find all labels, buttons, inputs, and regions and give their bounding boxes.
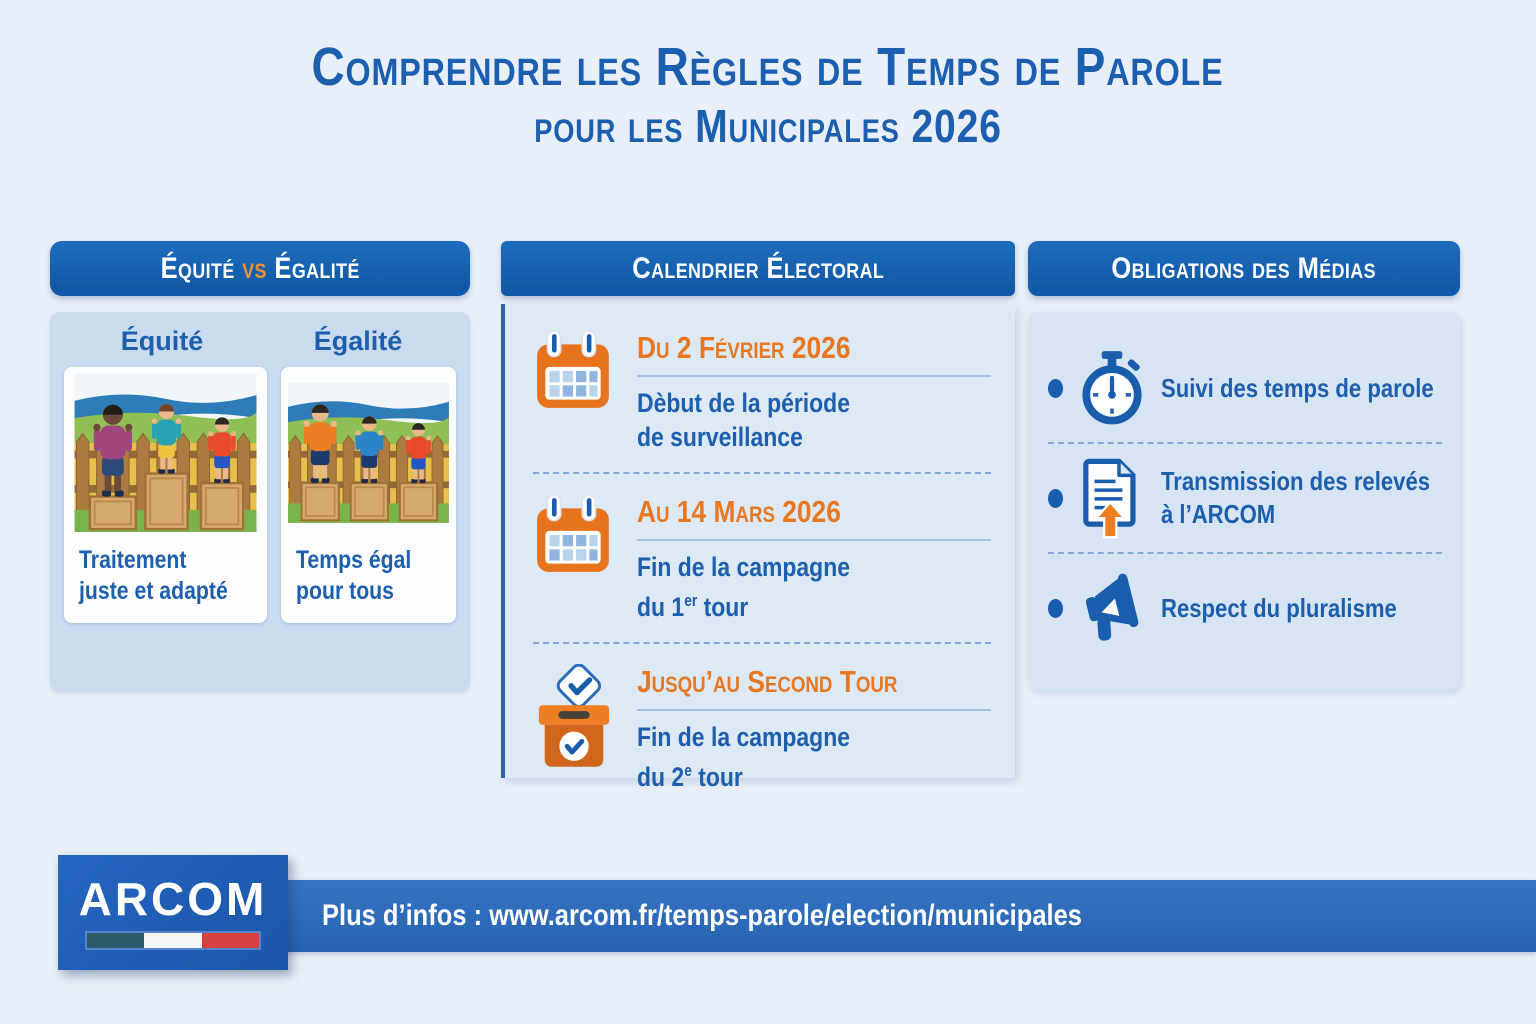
calendar-item-2-body: Fin de la campagne du 1er tour [637, 550, 991, 624]
tour1-pre: du 1 [637, 592, 685, 622]
obligation-item-2-line1: Transmission des relevés [1161, 466, 1431, 496]
tour1-sup: er [684, 592, 698, 610]
equity-caption: Traitement juste et adapté [71, 532, 260, 616]
column-calendrier-electoral: Calendrier Électoral [501, 241, 1015, 792]
calendar-header-text: Calendrier Électoral [632, 251, 884, 285]
calendar-column-header: Calendrier Électoral [501, 241, 1015, 296]
tour2-post: tour [691, 762, 743, 792]
ballot-box-icon [533, 663, 615, 773]
obligations-column-header: Obligations des Médias [1028, 241, 1460, 296]
equity-cards-row: Traitement juste et adapté [64, 367, 456, 623]
calendar-item-2-body-line2: du 1er tour [637, 584, 748, 624]
calendar-item-1-body-line2: de surveillance [637, 422, 803, 452]
tour2-sup: e [684, 762, 692, 780]
calendar-icon [533, 330, 615, 419]
equity-header-right: Égalité [274, 251, 360, 285]
calendar-item-3-text: Jusqu’au Second Tour Fin de la campagne … [637, 664, 991, 794]
tour1-post: tour [697, 592, 749, 622]
calendar-item-2-date-text: Au 14 Mars 2026 [637, 494, 841, 529]
obligation-item-3-text: Respect du pluralisme [1161, 592, 1438, 625]
equity-card: Traitement juste et adapté [64, 367, 268, 623]
calendar-item-3-body-line2: du 2e tour [637, 754, 743, 794]
obligation-item-2: Transmission des relevés à l’ARCOM [1048, 452, 1442, 544]
page-title-line1: Comprendre les Règles de Temps de Parole [0, 36, 1536, 98]
equity-column-header: Équité vs Égalité [50, 241, 470, 296]
arcom-logo-text: ARCOM [78, 872, 268, 925]
calendar-item-2-body-line1: Fin de la campagne [637, 552, 850, 582]
egalite-label: Égalité [313, 326, 403, 356]
bullet-dot-icon [1048, 598, 1063, 618]
calendar-item-1-body-line1: Dèbut de la période [637, 388, 850, 418]
equity-caption-line1: Traitement [79, 546, 187, 574]
calendar-item-3-body: Fin de la campagne du 2e tour [637, 720, 991, 794]
equity-header-left: Équité [160, 251, 235, 285]
obligation-item-1: Suivi des temps de parole [1048, 342, 1442, 434]
french-flag-bar [85, 930, 261, 950]
equity-panel: Équité Égalité [50, 312, 470, 692]
calendar-icon [533, 494, 615, 583]
egalite-caption-line1: Temps égal [296, 546, 412, 574]
document-upload-icon [1076, 457, 1148, 539]
calendar-panel: Du 2 Février 2026 Dèbut de la période de… [501, 304, 1015, 792]
obligation-item-3-line1: Respect du pluralisme [1161, 592, 1397, 623]
arcom-logo: ARCOM [58, 855, 288, 970]
calendar-item-1-date-text: Du 2 Février 2026 [637, 330, 851, 365]
footer-banner: Plus d’infos : www.arcom.fr/temps-parole… [258, 880, 1536, 952]
calendar-item-1-text: Du 2 Février 2026 Dèbut de la période de… [637, 330, 991, 454]
tour2-pre: du 2 [637, 762, 685, 792]
dashed-separator [533, 642, 991, 644]
page-title-line1-text: Comprendre les Règles de Temps de Parole [311, 37, 1225, 97]
egalite-caption: Temps égal pour tous [288, 532, 449, 616]
egalite-illustration [288, 382, 449, 524]
calendar-item-3-body-line1: Fin de la campagne [637, 722, 850, 752]
obligation-item-1-line1: Suivi des temps de parole [1161, 372, 1434, 403]
obligation-item-2-text: Transmission des relevés à l’ARCOM [1161, 465, 1478, 531]
calendar-item-1-body: Dèbut de la période de surveillance [637, 386, 991, 454]
egalite-card: Temps égal pour tous [281, 367, 456, 623]
calendar-item-3: Jusqu’au Second Tour Fin de la campagne … [533, 663, 991, 794]
bullet-dot-icon [1048, 378, 1063, 398]
equity-illustration [74, 374, 257, 532]
page-title-line2-text: pour les Municipales 2026 [534, 100, 1002, 152]
megaphone-icon [1076, 572, 1148, 644]
calendar-item-3-date: Jusqu’au Second Tour [637, 664, 991, 711]
dashed-separator [1048, 552, 1442, 554]
equity-header-vs: vs [242, 251, 267, 285]
calendar-item-3-date-text: Jusqu’au Second Tour [637, 664, 898, 699]
equity-labels-row: Équité Égalité [64, 322, 456, 367]
column-obligations-medias: Obligations des Médias [1028, 241, 1460, 690]
calendar-item-1: Du 2 Février 2026 Dèbut de la période de… [533, 330, 991, 454]
calendar-item-2-date: Au 14 Mars 2026 [637, 494, 991, 541]
page-title: Comprendre les Règles de Temps de Parole… [0, 36, 1536, 154]
flag-red-segment [201, 932, 259, 948]
stopwatch-icon [1076, 350, 1148, 426]
equity-caption-line2: juste et adapté [79, 577, 228, 605]
obligations-panel: Suivi des temps de parole [1028, 312, 1460, 690]
flag-blue-segment [87, 932, 145, 948]
egalite-caption-line2: pour tous [296, 577, 395, 605]
obligation-item-2-line2: à l’ARCOM [1161, 499, 1276, 529]
dashed-separator [1048, 442, 1442, 444]
obligations-header-text: Obligations des Médias [1111, 251, 1377, 285]
flag-white-segment [144, 932, 202, 948]
crates-equal [300, 482, 439, 522]
calendar-item-1-date: Du 2 Février 2026 [637, 330, 991, 377]
footer-info-text: Plus d’infos : www.arcom.fr/temps-parole… [322, 899, 1082, 932]
obligation-item-3: Respect du pluralisme [1048, 562, 1442, 654]
page-title-line2: pour les Municipales 2026 [0, 98, 1536, 154]
dashed-separator [533, 472, 991, 474]
calendar-item-2: Au 14 Mars 2026 Fin de la campagne du 1e… [533, 494, 991, 624]
column-equity-vs-egalite: Équité vs Égalité Équité Égalité [50, 241, 470, 692]
bullet-dot-icon [1048, 488, 1063, 508]
equity-label: Équité [120, 326, 204, 356]
equity-header-text: Équité vs Égalité [160, 252, 359, 286]
calendar-item-2-text: Au 14 Mars 2026 Fin de la campagne du 1e… [637, 494, 991, 624]
obligation-item-1-text: Suivi des temps de parole [1161, 372, 1482, 405]
